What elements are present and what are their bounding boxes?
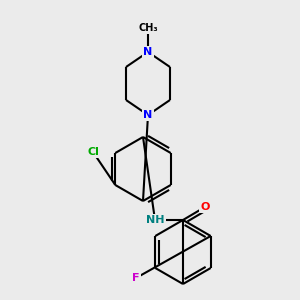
Text: N: N [143, 110, 153, 120]
Text: N: N [143, 47, 153, 57]
Text: F: F [132, 273, 140, 283]
Text: O: O [200, 202, 210, 212]
Text: Cl: Cl [87, 147, 99, 157]
Text: CH₃: CH₃ [138, 23, 158, 33]
Text: NH: NH [146, 215, 164, 225]
